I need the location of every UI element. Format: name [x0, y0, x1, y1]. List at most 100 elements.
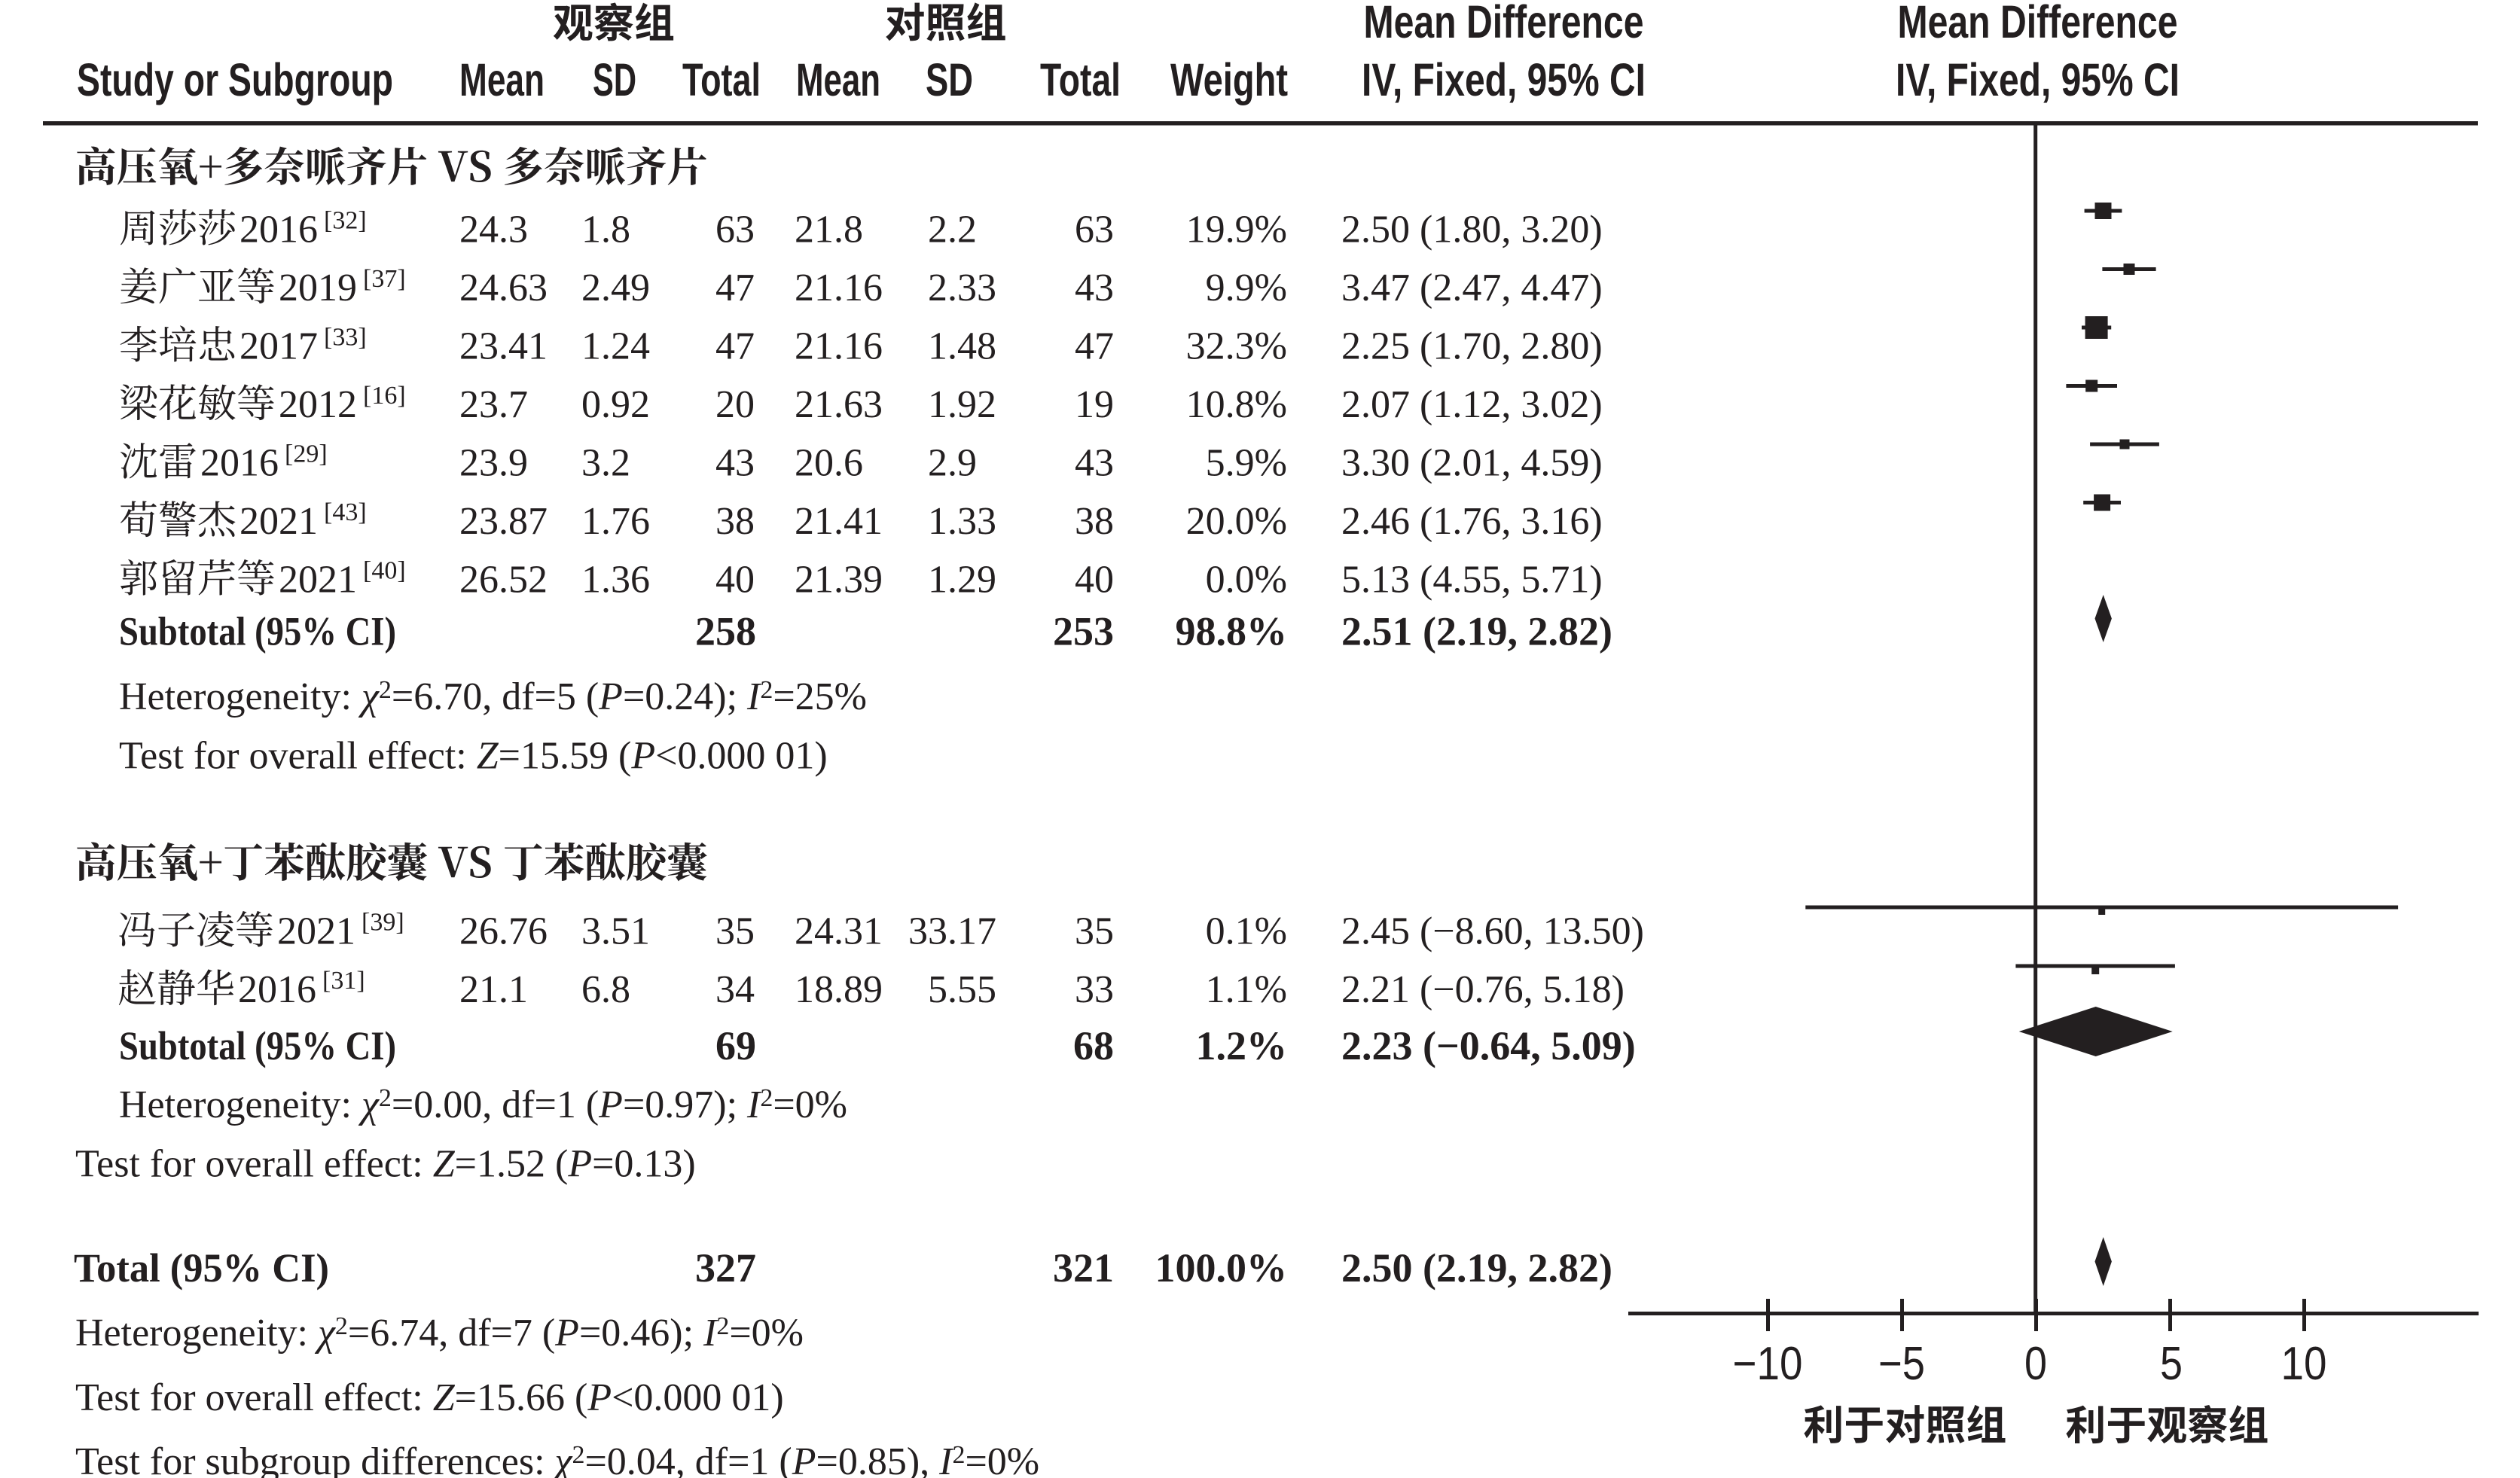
svg-text:19: 19 — [1075, 383, 1114, 426]
svg-text:Study or Subgroup: Study or Subgroup — [77, 54, 393, 105]
svg-text:Weight: Weight — [1170, 54, 1288, 105]
svg-text:21.41: 21.41 — [795, 500, 883, 543]
svg-text:2.49: 2.49 — [581, 267, 650, 309]
svg-text:24.63: 24.63 — [459, 267, 548, 309]
svg-text:18.89: 18.89 — [795, 968, 883, 1011]
svg-text:21.39: 21.39 — [795, 559, 883, 602]
svg-text:258: 258 — [695, 609, 756, 654]
svg-text:23.9: 23.9 — [459, 442, 528, 485]
svg-text:Heterogeneity: χ2​=6.74, df=7: Heterogeneity: χ2​=6.74, df=7 (P=0.46); … — [75, 1312, 804, 1355]
svg-text:1.29: 1.29 — [928, 559, 996, 602]
svg-text:1.76: 1.76 — [581, 500, 650, 543]
svg-text:24.3: 24.3 — [459, 209, 528, 251]
svg-text:IV, Fixed, 95% CI: IV, Fixed, 95% CI — [1362, 54, 1646, 105]
svg-text:63: 63 — [1075, 209, 1114, 251]
svg-text:2016[32]​: 2016[32]​ — [239, 207, 367, 251]
svg-text:100.0%: 100.0% — [1155, 1245, 1288, 1291]
svg-text:38: 38 — [1075, 500, 1114, 543]
svg-text:Mean Difference: Mean Difference — [1364, 0, 1644, 47]
svg-text:43: 43 — [1075, 267, 1114, 309]
svg-text:0.0%: 0.0% — [1206, 559, 1287, 602]
svg-text:Mean Difference: Mean Difference — [1898, 0, 2178, 47]
svg-text:47: 47 — [715, 267, 755, 309]
svg-text:Total: Total — [1040, 54, 1121, 105]
svg-text:1.1%: 1.1% — [1206, 968, 1287, 1011]
svg-text:3.47 (2.47, 4.47): 3.47 (2.47, 4.47) — [1341, 267, 1603, 309]
svg-text:26.52: 26.52 — [459, 559, 548, 602]
svg-text:34: 34 — [715, 968, 755, 1011]
svg-text:47: 47 — [1075, 325, 1114, 368]
svg-text:43: 43 — [715, 442, 755, 485]
svg-text:2017[33]​: 2017[33]​ — [239, 324, 367, 368]
svg-text:−10: −10 — [1733, 1338, 1803, 1390]
svg-text:47: 47 — [715, 325, 755, 368]
svg-text:1.24: 1.24 — [581, 325, 650, 368]
svg-text:23.41: 23.41 — [459, 325, 548, 368]
svg-text:2.2: 2.2 — [928, 209, 977, 251]
svg-text:3.51: 3.51 — [581, 910, 650, 953]
svg-text:6.8: 6.8 — [581, 968, 630, 1011]
svg-text:26.76: 26.76 — [459, 910, 548, 953]
svg-text:68: 68 — [1073, 1023, 1114, 1068]
svg-text:2016[29]​: 2016[29]​ — [200, 440, 328, 485]
svg-text:40: 40 — [1075, 559, 1114, 602]
svg-text:5.13 (4.55, 5.71): 5.13 (4.55, 5.71) — [1341, 559, 1603, 602]
svg-text:2.46 (1.76, 3.16): 2.46 (1.76, 3.16) — [1341, 500, 1603, 543]
svg-text:2021[39]​: 2021[39]​ — [277, 909, 404, 953]
svg-text:2019[37]​: 2019[37]​ — [279, 265, 406, 309]
svg-text:SD: SD — [926, 54, 973, 105]
svg-text:32.3%: 32.3% — [1186, 325, 1287, 368]
svg-text:2.9: 2.9 — [928, 442, 977, 485]
svg-text:0.92: 0.92 — [581, 383, 650, 426]
svg-text:63: 63 — [715, 209, 755, 251]
svg-text:23.87: 23.87 — [459, 500, 548, 543]
svg-text:5.55: 5.55 — [928, 968, 996, 1011]
svg-text:253: 253 — [1053, 609, 1114, 654]
svg-text:21.16: 21.16 — [795, 325, 883, 368]
svg-text:19.9%: 19.9% — [1186, 209, 1287, 251]
svg-text:21.63: 21.63 — [795, 383, 883, 426]
svg-text:2.23 (−0.64, 5.09): 2.23 (−0.64, 5.09) — [1341, 1023, 1636, 1068]
svg-text:Heterogeneity: χ2​=0.00, df=1: Heterogeneity: χ2​=0.00, df=1 (P=0.97); … — [119, 1083, 847, 1126]
svg-text:2021[43]​: 2021[43]​ — [239, 498, 367, 543]
svg-text:9.9%: 9.9% — [1206, 267, 1287, 309]
svg-text:24.31: 24.31 — [795, 910, 883, 953]
svg-text:Test for overall effect: Z=1.5: Test for overall effect: Z=1.52 (P=0.13) — [75, 1143, 696, 1186]
svg-text:1.33: 1.33 — [928, 500, 996, 543]
svg-text:Subtotal (95% CI): Subtotal (95% CI) — [119, 609, 396, 654]
svg-text:321: 321 — [1053, 1245, 1114, 1291]
svg-text:3.30 (2.01, 4.59): 3.30 (2.01, 4.59) — [1341, 442, 1603, 485]
svg-text:35: 35 — [715, 910, 755, 953]
svg-text:Test for overall effect: Z=15.: Test for overall effect: Z=15.59 (P<0.00… — [119, 735, 828, 778]
svg-text:10.8%: 10.8% — [1186, 383, 1287, 426]
svg-text:Mean: Mean — [796, 54, 880, 105]
svg-text:1.92: 1.92 — [928, 383, 996, 426]
svg-text:2.45 (−8.60, 13.50): 2.45 (−8.60, 13.50) — [1341, 910, 1644, 953]
svg-text:Subtotal (95% CI): Subtotal (95% CI) — [119, 1023, 396, 1068]
svg-text:33.17: 33.17 — [908, 910, 996, 953]
svg-text:2.33: 2.33 — [928, 267, 996, 309]
svg-text:Total (95% CI): Total (95% CI) — [74, 1245, 329, 1291]
svg-text:33: 33 — [1075, 968, 1114, 1011]
svg-text:20.0%: 20.0% — [1186, 500, 1287, 543]
svg-text:0: 0 — [2024, 1338, 2047, 1390]
svg-text:Heterogeneity: χ2​=6.70, df=5: Heterogeneity: χ2​=6.70, df=5 (P=0.24); … — [119, 675, 867, 718]
svg-text:2.21 (−0.76, 5.18): 2.21 (−0.76, 5.18) — [1341, 968, 1625, 1011]
svg-text:21.16: 21.16 — [795, 267, 883, 309]
svg-text:2.25 (1.70, 2.80): 2.25 (1.70, 2.80) — [1341, 325, 1603, 368]
svg-text:327: 327 — [695, 1245, 756, 1291]
svg-text:1.2%: 1.2% — [1196, 1023, 1288, 1068]
svg-text:21.8: 21.8 — [795, 209, 863, 251]
svg-text:Test for overall effect: Z=15.: Test for overall effect: Z=15.66 (P<0.00… — [75, 1376, 784, 1419]
svg-text:Total: Total — [682, 54, 761, 105]
svg-text:1.36: 1.36 — [581, 559, 650, 602]
svg-text:5: 5 — [2160, 1338, 2183, 1390]
svg-text:43: 43 — [1075, 442, 1114, 485]
svg-text:2.50 (2.19, 2.82): 2.50 (2.19, 2.82) — [1341, 1245, 1612, 1291]
svg-text:23.7: 23.7 — [459, 383, 528, 426]
svg-text:0.1%: 0.1% — [1206, 910, 1287, 953]
svg-text:2012[16]​: 2012[16]​ — [279, 382, 406, 426]
svg-text:1.48: 1.48 — [928, 325, 996, 368]
svg-text:−5: −5 — [1878, 1338, 1925, 1390]
svg-text:3.2: 3.2 — [581, 442, 630, 485]
